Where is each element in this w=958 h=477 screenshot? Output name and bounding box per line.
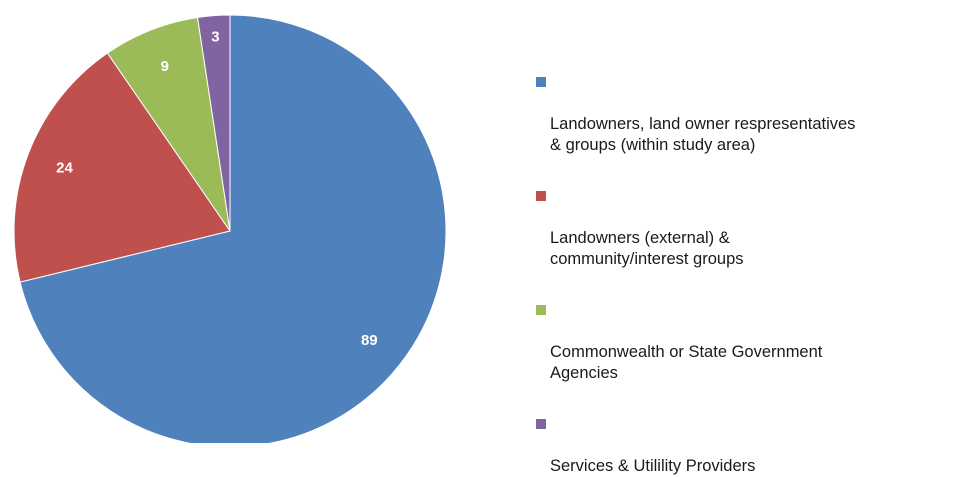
data-label-government-agencies: 9 (161, 58, 169, 75)
data-label-utility-providers: 3 (211, 29, 219, 46)
legend-label-utility-providers: Services & Utilility Providers (550, 457, 756, 475)
legend-item-government-agencies: Commonwealth or State Government Agencie… (536, 300, 956, 384)
chart-legend: Landowners, land owner respresentatives … (536, 72, 956, 477)
legend-swatch-landowners-external (536, 191, 546, 201)
legend-label-landowners-external: Landowners (external) & community/intere… (550, 229, 744, 268)
pie-slice-landowners-study-area (19, 14, 447, 443)
data-label-landowners-study-area: 89 (361, 332, 378, 349)
pie-slice-utility-providers (196, 14, 231, 232)
pie-plot-area: 89 24 9 3 (13, 14, 447, 443)
pie-slice-landowners-external (13, 52, 231, 283)
legend-item-landowners-external: Landowners (external) & community/intere… (536, 186, 956, 270)
legend-swatch-landowners-study-area (536, 77, 546, 87)
data-label-landowners-external: 24 (56, 159, 73, 176)
legend-swatch-utility-providers (536, 419, 546, 429)
legend-label-landowners-study-area: Landowners, land owner respresentatives … (550, 115, 856, 154)
legend-swatch-government-agencies (536, 305, 546, 315)
legend-label-government-agencies: Commonwealth or State Government Agencie… (550, 343, 823, 382)
pie-chart: 89 24 9 3 Landowners, land owner respresent… (13, 14, 855, 475)
legend-item-utility-providers: Services & Utilility Providers (536, 414, 956, 477)
legend-item-landowners-study-area: Landowners, land owner respresentatives … (536, 72, 956, 156)
